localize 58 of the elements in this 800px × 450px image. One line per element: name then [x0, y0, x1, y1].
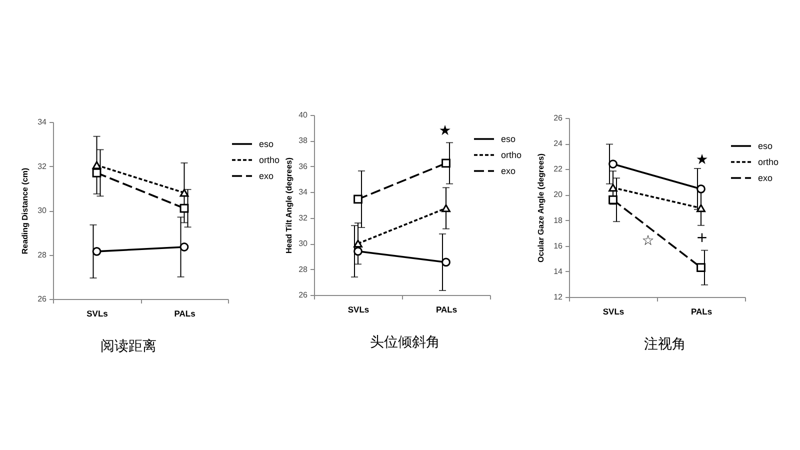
legend-label: exo — [501, 166, 516, 176]
y-tick-label: 16 — [554, 241, 564, 250]
point — [354, 194, 362, 204]
annotation: ★ — [696, 152, 708, 168]
text: 头位倾斜角 — [370, 334, 440, 350]
y-tick-label: 40 — [298, 110, 308, 120]
y-tick-label: 30 — [298, 239, 308, 248]
y-tick-label: 18 — [554, 216, 564, 225]
y-tick-label: 34 — [298, 188, 308, 197]
y-tick-label: 32 — [298, 213, 308, 222]
y-tick-label: 20 — [554, 190, 564, 200]
point — [608, 195, 618, 204]
y-tick-label: 34 — [38, 118, 48, 126]
text: 注视角 — [644, 336, 686, 352]
y-tick-label: 12 — [554, 292, 564, 302]
legend-label: eso — [501, 134, 516, 144]
text: 阅读距离 — [100, 338, 156, 354]
y-axis-title: Ocular Gaze Angle (degrees) — [536, 153, 546, 263]
y-axis-title: Head Tilt Angle (degrees) — [284, 157, 294, 254]
point — [442, 158, 450, 168]
y-tick-label: 14 — [554, 266, 564, 276]
point — [696, 184, 706, 194]
x-tick-label: PALs — [690, 306, 712, 316]
annotation: ★ — [438, 123, 452, 139]
point — [180, 204, 189, 213]
y-tick-label: 38 — [298, 136, 308, 146]
y-tick-label: 36 — [298, 162, 308, 171]
y-axis-title: Reading Distance (cm) — [20, 168, 30, 254]
legend-label: eso — [259, 139, 274, 149]
y-tick-label: 26 — [554, 114, 564, 122]
x-tick-label: SVLs — [348, 304, 370, 314]
x-tick-label: SVLs — [86, 308, 108, 318]
legend-label: ortho — [259, 155, 280, 165]
y-tick-label: 24 — [554, 139, 564, 148]
y-tick-label: 28 — [298, 264, 308, 274]
y-tick-label: 32 — [38, 162, 48, 171]
legend-label: ortho — [501, 150, 522, 160]
point — [92, 246, 102, 256]
point — [92, 168, 102, 178]
legend-label: exo — [259, 171, 274, 181]
x-tick-label: PALs — [174, 308, 196, 318]
point — [608, 160, 618, 168]
annotation: ☆ — [642, 233, 654, 249]
y-tick-label: 30 — [38, 206, 48, 215]
y-tick-label: 28 — [38, 250, 48, 260]
annotation: + — [696, 230, 708, 246]
x-tick-label: SVLs — [602, 306, 624, 316]
legend-label: ortho — [758, 157, 779, 167]
point — [696, 263, 706, 272]
y-tick-label: 22 — [554, 164, 564, 174]
legend-label: eso — [758, 141, 773, 151]
point — [180, 242, 189, 252]
x-tick-label: PALs — [436, 304, 458, 314]
legend-label: exo — [758, 173, 773, 183]
y-tick-label: 26 — [38, 294, 48, 304]
y-tick-label: 26 — [298, 290, 308, 300]
point — [442, 258, 450, 267]
point — [354, 246, 362, 256]
